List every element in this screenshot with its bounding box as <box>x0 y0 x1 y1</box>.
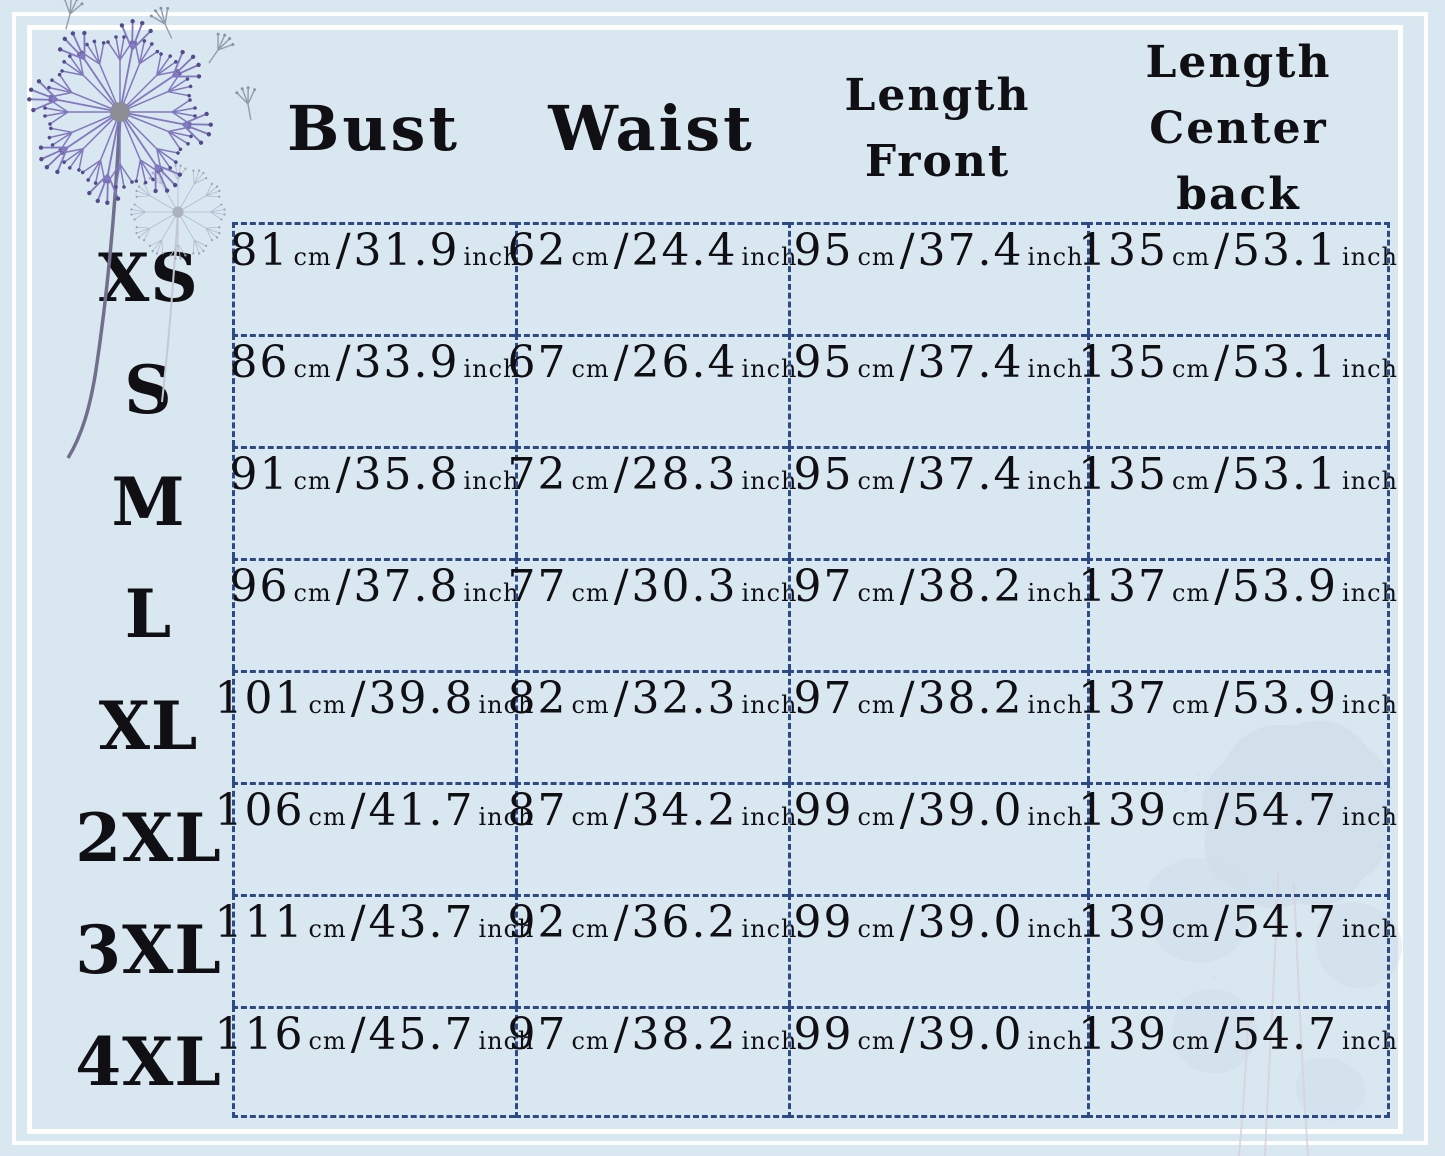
header-line: Center back <box>1149 103 1328 220</box>
cell-s-waist: 67 cm/26.4 inch <box>507 334 797 446</box>
cell-xl-length-center-back: 137 cm/53.9 inch <box>1078 670 1397 782</box>
cell-2xl-bust: 106 cm/41.7 inch <box>215 782 534 894</box>
cell-l-waist: 77 cm/30.3 inch <box>507 558 797 670</box>
header-line: Length <box>1145 37 1332 88</box>
cell-2xl-length-center-back: 139 cm/54.7 inch <box>1078 782 1397 894</box>
header-line: Front <box>864 136 1011 187</box>
size-label-xl: XL <box>98 687 199 765</box>
cell-m-length-front: 95 cm/37.4 inch <box>788 446 1087 558</box>
cell-m-bust: 91 cm/35.8 inch <box>229 446 519 558</box>
cell-4xl-bust: 116 cm/45.7 inch <box>215 1006 534 1118</box>
column-header-waist: Waist <box>515 36 788 222</box>
header-spacer <box>35 36 232 222</box>
cell-xs-length-front: 95 cm/37.4 inch <box>788 222 1087 334</box>
size-label-4xl: 4XL <box>75 1023 222 1101</box>
cell-xs-waist: 62 cm/24.4 inch <box>507 222 797 334</box>
cell-s-length-center-back: 135 cm/53.1 inch <box>1078 334 1397 446</box>
size-label-l: L <box>124 575 173 653</box>
cell-m-waist: 72 cm/28.3 inch <box>507 446 797 558</box>
cell-3xl-waist: 92 cm/36.2 inch <box>507 894 797 1006</box>
size-label-2xl: 2XL <box>75 799 222 877</box>
cell-xl-length-front: 97 cm/38.2 inch <box>788 670 1087 782</box>
cell-l-length-center-back: 137 cm/53.9 inch <box>1078 558 1397 670</box>
cell-4xl-waist: 97 cm/38.2 inch <box>507 1006 797 1118</box>
cell-4xl-length-center-back: 139 cm/54.7 inch <box>1078 1006 1397 1118</box>
size-label-m: M <box>111 463 186 541</box>
cell-s-bust: 86 cm/33.9 inch <box>229 334 519 446</box>
size-table: Bust Waist Length Front Length Center ba… <box>35 36 1397 1118</box>
cell-l-length-front: 97 cm/38.2 inch <box>788 558 1087 670</box>
size-label-s: S <box>124 351 173 429</box>
header-line: Waist <box>548 91 755 165</box>
cell-4xl-length-front: 99 cm/39.0 inch <box>788 1006 1087 1118</box>
cell-m-length-center-back: 135 cm/53.1 inch <box>1078 446 1397 558</box>
cell-2xl-length-front: 99 cm/39.0 inch <box>788 782 1087 894</box>
column-header-length-center-back: Length Center back <box>1087 36 1390 222</box>
size-label-xs: XS <box>98 239 199 317</box>
column-header-length-front: Length Front <box>788 36 1087 222</box>
header-line: Bust <box>286 91 461 165</box>
cell-3xl-length-front: 99 cm/39.0 inch <box>788 894 1087 1006</box>
cell-xs-length-center-back: 135 cm/53.1 inch <box>1078 222 1397 334</box>
cell-xl-bust: 101 cm/39.8 inch <box>215 670 534 782</box>
column-header-bust: Bust <box>232 36 515 222</box>
cell-xs-bust: 81 cm/31.9 inch <box>229 222 519 334</box>
cell-xl-waist: 82 cm/32.3 inch <box>507 670 797 782</box>
cell-3xl-length-center-back: 139 cm/54.7 inch <box>1078 894 1397 1006</box>
header-line: Length <box>844 70 1031 121</box>
size-label-3xl: 3XL <box>75 911 222 989</box>
cell-s-length-front: 95 cm/37.4 inch <box>788 334 1087 446</box>
cell-2xl-waist: 87 cm/34.2 inch <box>507 782 797 894</box>
cell-l-bust: 96 cm/37.8 inch <box>229 558 519 670</box>
cell-3xl-bust: 111 cm/43.7 inch <box>215 894 534 1006</box>
